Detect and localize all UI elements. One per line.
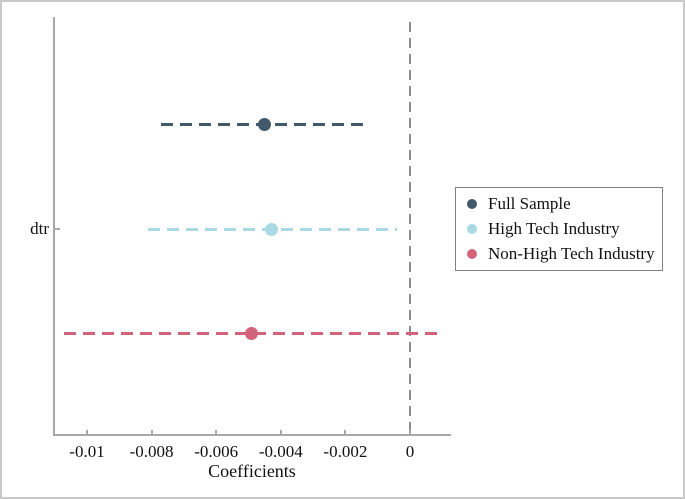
coefficient-point	[245, 327, 259, 340]
x-axis-tick-label: -0.008	[129, 442, 174, 461]
legend-box: Full Sample High Tech Industry Non-High …	[455, 187, 663, 271]
x-axis-tick	[150, 430, 153, 436]
x-axis-tick	[409, 430, 411, 436]
legend-dot-high-tech-icon	[467, 224, 477, 234]
x-axis-tick-label: -0.01	[69, 442, 105, 461]
legend-item-full-sample: Full Sample	[467, 193, 662, 216]
coefficient-point	[258, 118, 272, 131]
legend-dot-non-high-tech-icon	[467, 248, 477, 259]
legend-item-high-tech: High Tech Industry	[467, 218, 662, 241]
legend-dot-full-sample-icon	[467, 199, 477, 210]
x-axis-title: Coefficients	[208, 461, 296, 481]
legend-label-high-tech: High Tech Industry	[488, 219, 620, 238]
x-axis-tick-label: 0	[405, 442, 415, 461]
x-axis-tick-label: -0.006	[194, 442, 239, 461]
legend-label-non-high-tech: Non-High Tech Industry	[488, 243, 655, 263]
zero-reference-line	[409, 22, 411, 436]
x-axis-tick	[279, 430, 282, 436]
x-axis-tick-label: -0.002	[323, 442, 368, 461]
x-axis-tick	[344, 430, 347, 436]
legend-label-full-sample: Full Sample	[488, 194, 571, 214]
coefficient-point	[264, 222, 278, 236]
y-axis-category-label: dtr	[30, 219, 49, 238]
y-axis-tick	[53, 228, 60, 230]
plot-area	[53, 17, 451, 436]
legend-item-non-high-tech: Non-High Tech Industry	[467, 242, 662, 265]
x-axis-tick-label: -0.004	[258, 442, 303, 461]
x-axis-tick	[215, 430, 218, 436]
x-axis-tick	[86, 430, 88, 436]
